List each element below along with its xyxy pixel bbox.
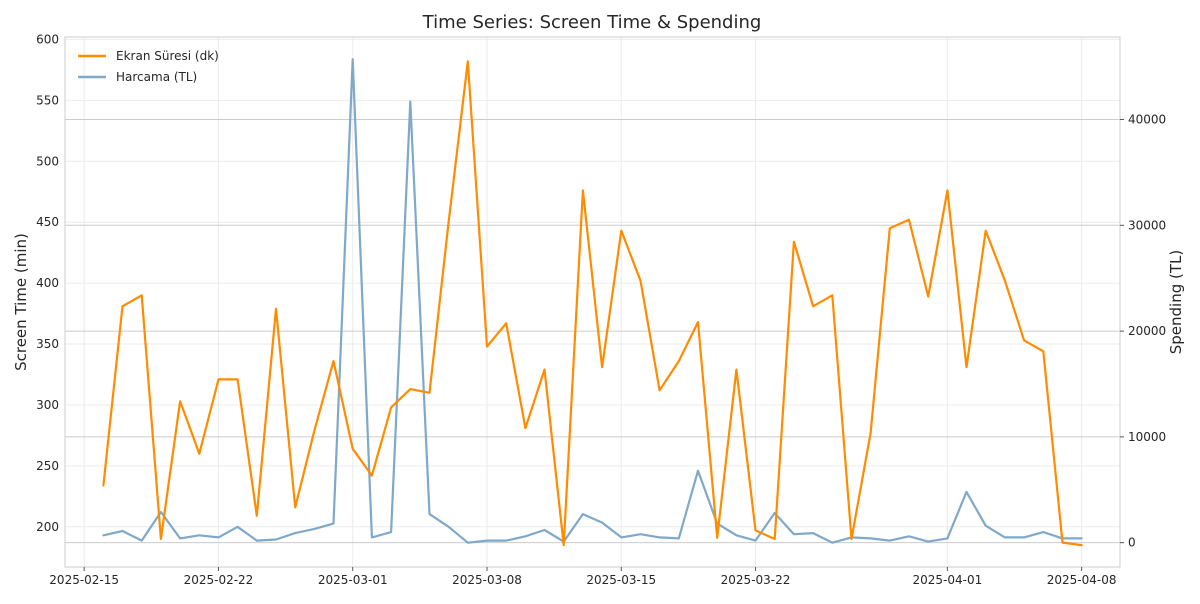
y-axis-left-label: Screen Time (min) xyxy=(12,233,30,371)
series-lines xyxy=(102,58,1083,547)
right-axis-grid-lines xyxy=(65,119,1120,544)
y-right-tick-label: 40000 xyxy=(1128,113,1166,127)
y-left-tick-label: 600 xyxy=(36,32,59,46)
plot-frame xyxy=(64,36,1121,568)
y-left-tick-label: 500 xyxy=(36,154,59,168)
x-tick-label: 2025-04-08 xyxy=(1047,573,1117,587)
y-left-tick-label: 300 xyxy=(36,398,59,412)
legend-label-spending: Harcama (TL) xyxy=(116,70,197,84)
series-line-screen-time xyxy=(102,60,1083,547)
y-left-tick-label: 200 xyxy=(36,520,59,534)
legend-label-screen-time: Ekran Süresi (dk) xyxy=(116,49,219,63)
x-tick-label: 2025-04-01 xyxy=(912,573,982,587)
y-right-tick-label: 30000 xyxy=(1128,218,1166,232)
x-tick-label: 2025-02-15 xyxy=(49,573,119,587)
y-left-tick-label: 250 xyxy=(36,459,59,473)
x-tick-label: 2025-02-22 xyxy=(184,573,254,587)
legend: Ekran Süresi (dk) Harcama (TL) xyxy=(78,49,219,84)
y-right-tick-label: 0 xyxy=(1128,536,1136,550)
y-left-tick-label: 550 xyxy=(36,93,59,107)
plot-background xyxy=(65,37,1120,567)
y-right-tick-label: 20000 xyxy=(1128,324,1166,338)
y-right-tick-label: 10000 xyxy=(1128,430,1166,444)
right-axis-ticks: 0 10000 20000 30000 40000 xyxy=(1120,113,1166,550)
x-tick-label: 2025-03-08 xyxy=(452,573,522,587)
left-axis-ticks: 200 250 300 350 400 450 500 550 600 xyxy=(36,32,59,533)
x-tick-label: 2025-03-22 xyxy=(721,573,791,587)
x-tick-label: 2025-03-15 xyxy=(586,573,656,587)
x-axis-ticks: 2025-02-15 2025-02-22 2025-03-01 2025-03-08… xyxy=(49,567,1117,587)
series-line-spending xyxy=(102,58,1083,544)
y-left-tick-label: 450 xyxy=(36,215,59,229)
chart-title: Time Series: Screen Time & Spending xyxy=(422,12,762,33)
y-left-tick-label: 400 xyxy=(36,276,59,290)
y-left-tick-label: 350 xyxy=(36,337,59,351)
x-tick-label: 2025-03-01 xyxy=(318,573,388,587)
y-axis-right-label: Spending (TL) xyxy=(1167,250,1185,355)
